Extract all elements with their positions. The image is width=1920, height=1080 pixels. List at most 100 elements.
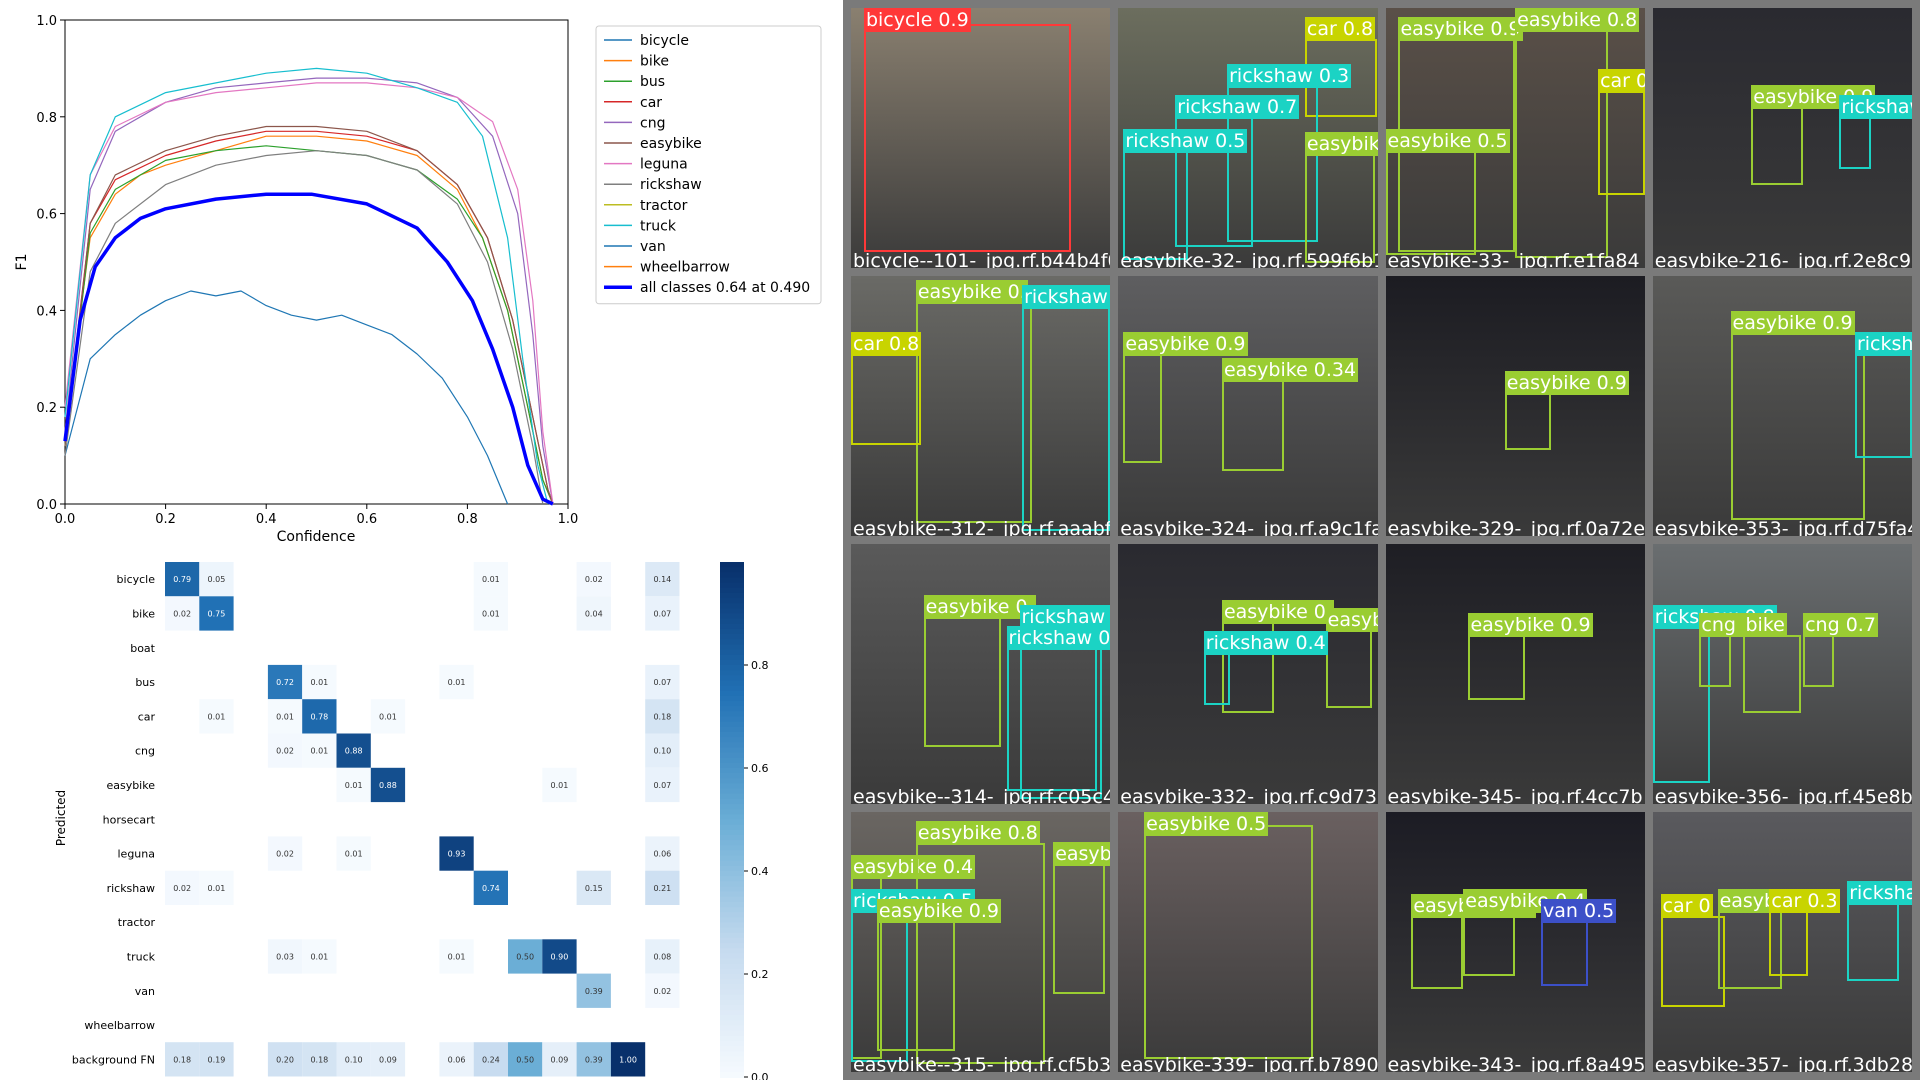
cm-colorbar-segment bbox=[720, 994, 744, 1001]
detection-label: rickshaw 0.9 bbox=[1006, 626, 1111, 650]
detection-label: car 0.8 bbox=[1304, 17, 1376, 42]
cm-colorbar-segment bbox=[720, 922, 744, 929]
cm-cell bbox=[302, 699, 337, 734]
cm-colorbar-segment bbox=[720, 937, 744, 945]
cm-colorbar-segment bbox=[720, 876, 744, 883]
detection-box bbox=[1123, 151, 1189, 261]
cm-colorbar-segment bbox=[720, 598, 744, 605]
f1-legend: bicycle bike bus car cng easybike leguna ricksh… bbox=[595, 25, 822, 305]
detection-label: car 0.8 bbox=[851, 332, 922, 356]
cm-colorbar-segment bbox=[720, 1025, 744, 1032]
cm-colorbar-segment bbox=[720, 706, 744, 713]
cm-cell-label: 0.79 bbox=[173, 575, 191, 584]
detection-box bbox=[876, 921, 955, 1052]
detection-box bbox=[1504, 393, 1552, 451]
cm-cell-label: 0.72 bbox=[276, 678, 294, 687]
detection-label: rickshaw 0.5 bbox=[1123, 129, 1248, 153]
cm-colorbar-segment bbox=[720, 845, 744, 852]
detection-tile: easybike 0.5 easybike-339-_jpg.rf.b7890f bbox=[1118, 812, 1378, 1072]
detection-label: easybike 0.9 bbox=[1504, 371, 1629, 395]
cm-cell-label: 0.01 bbox=[551, 781, 569, 790]
f1-legend-label: all classes 0.64 at 0.490 bbox=[640, 280, 810, 296]
cm-cell bbox=[165, 870, 200, 905]
f1-ytick-label: 0.8 bbox=[36, 111, 57, 126]
detection-tile-caption: easybike-324-_jpg.rf.a9c1fa bbox=[1120, 518, 1378, 536]
cm-cell bbox=[508, 939, 543, 974]
f1-ytick-label: 0.6 bbox=[36, 208, 57, 223]
cm-colorbar-segment bbox=[720, 917, 744, 924]
cm-colorbar-segment bbox=[720, 649, 744, 656]
detection-tile: easybike 0.9 easybike-329-_jpg.rf.0a72e6 bbox=[1385, 276, 1645, 536]
cm-colorbar-segment bbox=[720, 809, 744, 816]
cm-row-label: wheelbarrow bbox=[84, 1019, 155, 1032]
cm-cell-label: 0.10 bbox=[653, 747, 671, 756]
detection-box bbox=[863, 23, 1072, 253]
detection-label: easybike 0.34 bbox=[1221, 358, 1359, 382]
cm-cell bbox=[336, 733, 371, 768]
detection-box bbox=[1325, 629, 1373, 708]
detection-tile-caption: easybike--314-_jpg.rf.c05c42 bbox=[853, 786, 1111, 804]
detection-label: easybike 0.9 bbox=[1468, 613, 1593, 637]
detection-box bbox=[1221, 380, 1285, 471]
f1-axes: 0.0 0.2 0.4 0.6 0.8 1.0 0.0 0.2 0.4 0.6 0.8 1.0 bbox=[36, 14, 578, 527]
cm-cell bbox=[542, 939, 577, 974]
cm-colorbar-segment bbox=[720, 819, 744, 826]
cm-colorbar-segment bbox=[720, 644, 744, 651]
cm-cell-label: 0.10 bbox=[345, 1055, 363, 1064]
cm-colorbar-segment bbox=[720, 634, 744, 641]
cm-cell-label: 0.39 bbox=[585, 1055, 603, 1064]
cm-cell bbox=[199, 699, 234, 734]
cm-cell bbox=[199, 596, 234, 631]
cm-colorbar-segment bbox=[720, 592, 744, 600]
detection-box bbox=[915, 302, 1033, 523]
cm-colorbar-segment bbox=[720, 567, 744, 574]
cm-colorbar-segment bbox=[720, 886, 744, 893]
detection-tile: easybike 0.rickshaw 0.9 car 0.8 easybike--… bbox=[851, 276, 1111, 536]
f1-series-group bbox=[63, 67, 554, 506]
cm-colorbar-segment bbox=[720, 860, 744, 867]
cm-cells: 0.79 0.05 0.01 0.02 0.14 0.02 0.75 0.01 0.04 0.07… bbox=[165, 562, 680, 1077]
f1-legend-label: bus bbox=[640, 74, 665, 90]
detection-tile-caption: easybike-343-_jpg.rf.8a4959 bbox=[1387, 1054, 1645, 1072]
f1-legend-label: car bbox=[640, 95, 662, 111]
cm-row-labels: bicycle bike boat bus car cng easybike horsecar… bbox=[72, 573, 156, 1066]
f1-legend-label: truck bbox=[640, 218, 677, 234]
cm-colorbar-segment bbox=[720, 963, 744, 970]
cm-colorbar-segment bbox=[720, 577, 744, 584]
detection-label: easybike 0.5 bbox=[1144, 812, 1269, 836]
cm-cell-label: 0.08 bbox=[653, 952, 671, 961]
cm-cell bbox=[645, 767, 680, 803]
f1-ytick-label: 1.0 bbox=[36, 14, 57, 29]
cm-colorbar-segment bbox=[720, 871, 744, 878]
cm-cell bbox=[645, 870, 680, 905]
cm-cell-label: 0.07 bbox=[653, 678, 671, 687]
cm-cell bbox=[267, 664, 303, 700]
cm-cell bbox=[645, 699, 680, 734]
cm-colorbar-segment bbox=[720, 1046, 744, 1053]
detection-tile-caption: easybike-345-_jpg.rf.4cc7b bbox=[1387, 786, 1643, 804]
cm-cell-label: 0.01 bbox=[448, 952, 466, 961]
detection-tile-caption: easybike--315-_jpg.rf.cf5b39 bbox=[853, 1054, 1111, 1072]
cm-cell-label: 0.74 bbox=[482, 884, 500, 893]
f1-legend-label: easybike bbox=[640, 136, 702, 152]
detection-image-grid: bicycle 0.9 bicycle--101-_jpg.rf.b44b4f0d… bbox=[843, 0, 1920, 1080]
cm-colorbar-segment bbox=[720, 927, 744, 934]
cm-colorbar-segment bbox=[720, 865, 744, 872]
cm-colorbar-segment bbox=[720, 974, 744, 981]
cm-row-label: truck bbox=[127, 950, 156, 963]
detection-label: easybike 0.9 bbox=[1123, 332, 1248, 356]
cm-colorbar: 0.0 0.2 0.4 0.6 0.8 bbox=[720, 562, 769, 1080]
cm-cell bbox=[473, 1042, 508, 1077]
cm-colorbar-segment bbox=[720, 1020, 744, 1027]
detection-box bbox=[923, 616, 1002, 747]
cm-cell bbox=[439, 664, 474, 700]
detection-tile-caption: easybike-216-_jpg.rf.2e8c9 bbox=[1654, 250, 1912, 268]
cm-colorbar-segment bbox=[720, 752, 744, 759]
cm-cell bbox=[439, 939, 474, 974]
cm-colorbar-segment bbox=[720, 582, 744, 589]
cm-colorbar-tick-label: 0.8 bbox=[751, 659, 769, 672]
detection-label: car 0 bbox=[1660, 894, 1713, 918]
cm-cell-label: 0.20 bbox=[276, 1055, 294, 1064]
